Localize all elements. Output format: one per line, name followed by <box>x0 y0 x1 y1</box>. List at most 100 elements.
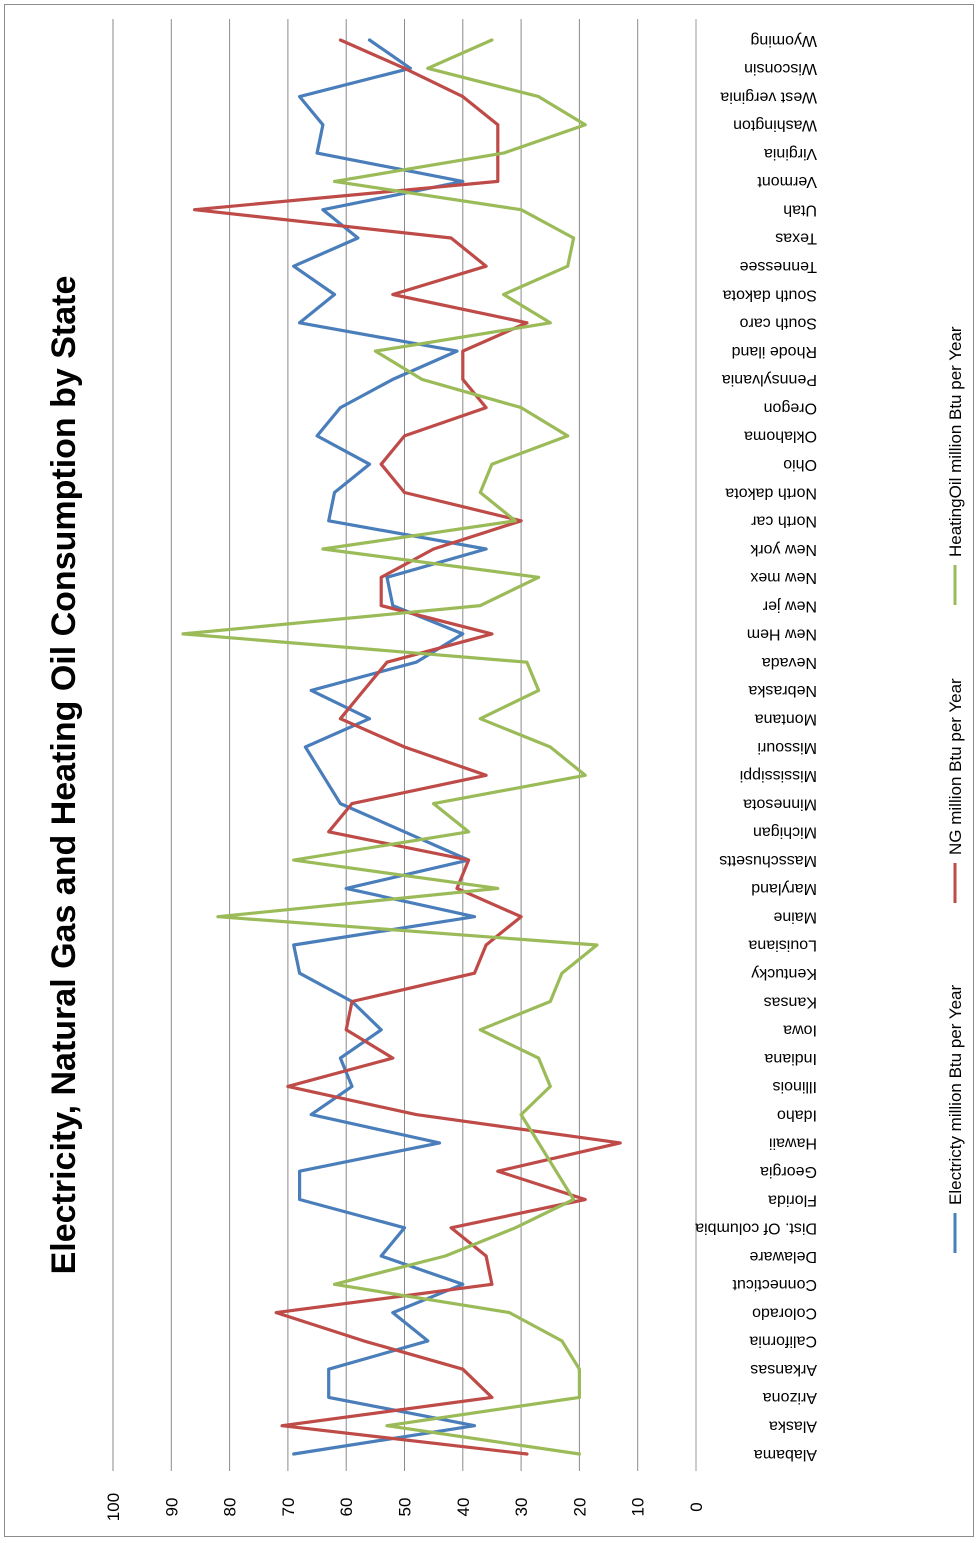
category-label: Virginia <box>764 145 817 162</box>
data-point <box>403 66 406 70</box>
category-label: Montana <box>755 710 817 727</box>
data-point <box>385 1424 389 1428</box>
data-point <box>338 1056 342 1060</box>
data-point <box>333 1282 336 1286</box>
data-point <box>496 180 500 183</box>
data-point <box>513 519 517 523</box>
data-point <box>327 1396 331 1399</box>
data-point <box>368 38 371 42</box>
data-point <box>508 1311 511 1314</box>
category-label: North dakota <box>725 484 817 501</box>
category-label: Maryland <box>751 880 817 897</box>
category-label: Minnesota <box>743 795 817 812</box>
category-label: Utah <box>783 201 817 218</box>
data-point <box>338 38 342 42</box>
data-point <box>548 321 552 325</box>
data-point <box>368 717 371 721</box>
data-point <box>478 491 482 494</box>
data-point <box>478 717 482 721</box>
data-point <box>391 293 395 296</box>
data-point <box>513 1226 517 1230</box>
data-point <box>467 830 471 834</box>
data-point <box>490 632 494 636</box>
category-labels: Alabama Alaska Arizona Arkansas California Co… <box>695 32 817 1463</box>
data-point <box>403 491 406 494</box>
data-point <box>595 943 599 947</box>
category-label: Maine <box>773 908 817 925</box>
legend-label: NG million Btu per Year <box>946 678 965 855</box>
data-point <box>362 689 366 692</box>
data-point <box>461 95 465 98</box>
category-label: Masschusetts <box>719 852 817 869</box>
data-point <box>478 604 482 607</box>
series-lines <box>181 38 622 1456</box>
data-point <box>298 321 301 325</box>
data-point <box>327 830 331 834</box>
data-point <box>298 1198 301 1201</box>
data-point <box>473 971 476 975</box>
data-point <box>496 887 500 890</box>
category-label: Nevada <box>762 654 817 671</box>
category-label: Tennessee <box>740 258 817 275</box>
data-point <box>309 1113 313 1117</box>
data-point <box>303 745 307 749</box>
data-point <box>403 434 406 438</box>
data-point <box>321 547 325 551</box>
category-label: Rhode iland <box>732 343 817 360</box>
data-point <box>461 349 465 353</box>
data-point <box>426 66 430 70</box>
category-label: South dakota <box>723 286 817 303</box>
category-label: New Hem <box>747 626 817 643</box>
category-label: Mississippi <box>740 767 817 784</box>
category-label: Vermont <box>757 173 817 190</box>
legend-label: Electricty million Btu per Year <box>946 985 965 1205</box>
data-point <box>502 293 506 296</box>
data-point <box>432 802 436 805</box>
category-label: Michigan <box>753 824 817 841</box>
data-point <box>572 1198 575 1201</box>
data-point <box>274 1311 278 1314</box>
category-label: Oregon <box>764 399 817 416</box>
series-line <box>181 38 599 1456</box>
data-point <box>537 1056 540 1060</box>
data-point <box>391 1056 395 1060</box>
data-point <box>315 434 319 438</box>
data-point <box>560 1339 564 1343</box>
data-point <box>478 1028 482 1032</box>
data-point <box>484 773 488 777</box>
data-point <box>537 95 540 98</box>
category-label: Arkansas <box>750 1361 817 1378</box>
data-point <box>473 915 476 919</box>
y-tick-label: 30 <box>512 1498 531 1517</box>
data-point <box>350 1084 354 1088</box>
data-point <box>525 321 529 325</box>
category-label: Alabama <box>754 1446 817 1463</box>
category-label: Washington <box>733 117 817 134</box>
data-point <box>583 123 587 127</box>
data-point <box>420 377 424 381</box>
data-point <box>578 1396 581 1399</box>
data-point <box>426 1339 430 1343</box>
data-point <box>181 632 185 636</box>
category-label: Pennsylvania <box>722 371 817 388</box>
y-tick-label: 80 <box>221 1498 240 1517</box>
data-point <box>379 1028 383 1032</box>
data-point <box>292 943 296 947</box>
series-3 <box>181 38 599 1456</box>
y-tick-label: 40 <box>454 1498 473 1517</box>
data-point <box>519 406 523 410</box>
y-tick-label: 50 <box>396 1498 415 1517</box>
data-point <box>519 519 523 523</box>
data-point <box>490 462 494 466</box>
y-tick-label: 60 <box>337 1498 356 1517</box>
data-point <box>484 943 488 947</box>
data-point <box>391 604 395 607</box>
data-point <box>193 208 197 212</box>
data-point <box>449 236 453 240</box>
category-label: Missouri <box>757 739 817 756</box>
y-tick-label: 10 <box>629 1498 648 1517</box>
data-point <box>321 773 325 777</box>
data-point <box>403 745 406 749</box>
data-point <box>292 858 296 862</box>
data-point <box>525 1452 529 1456</box>
